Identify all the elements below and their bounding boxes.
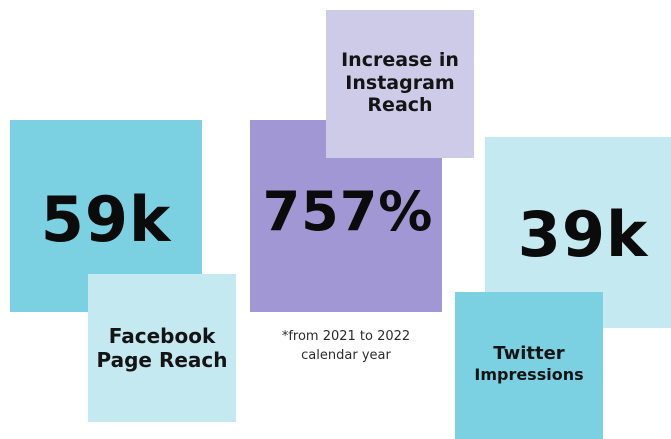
instagram-reach-label-card: Increase in Instagram Reach <box>326 10 474 158</box>
instagram-reach-label: Increase in Instagram Reach <box>341 48 459 117</box>
facebook-reach-label-card: Facebook Page Reach <box>88 274 236 422</box>
twitter-impressions-label: Twitter Impressions <box>474 343 583 384</box>
facebook-reach-label: Facebook Page Reach <box>96 324 228 372</box>
footnote-line-2: calendar year <box>301 347 391 363</box>
facebook-reach-value: 59k <box>40 182 172 256</box>
twitter-impressions-value: 39k <box>517 198 649 271</box>
twitter-label-line-2: Impressions <box>474 364 584 384</box>
instagram-footnote: *from 2021 to 2022 calendar year <box>250 328 442 366</box>
twitter-label-line-1: Twitter <box>493 343 565 365</box>
footnote-line-1: *from 2021 to 2022 <box>281 329 411 344</box>
instagram-reach-stat-card: 757% <box>250 120 442 312</box>
instagram-reach-value: 757% <box>262 179 434 243</box>
twitter-impressions-label-card: Twitter Impressions <box>455 292 603 439</box>
